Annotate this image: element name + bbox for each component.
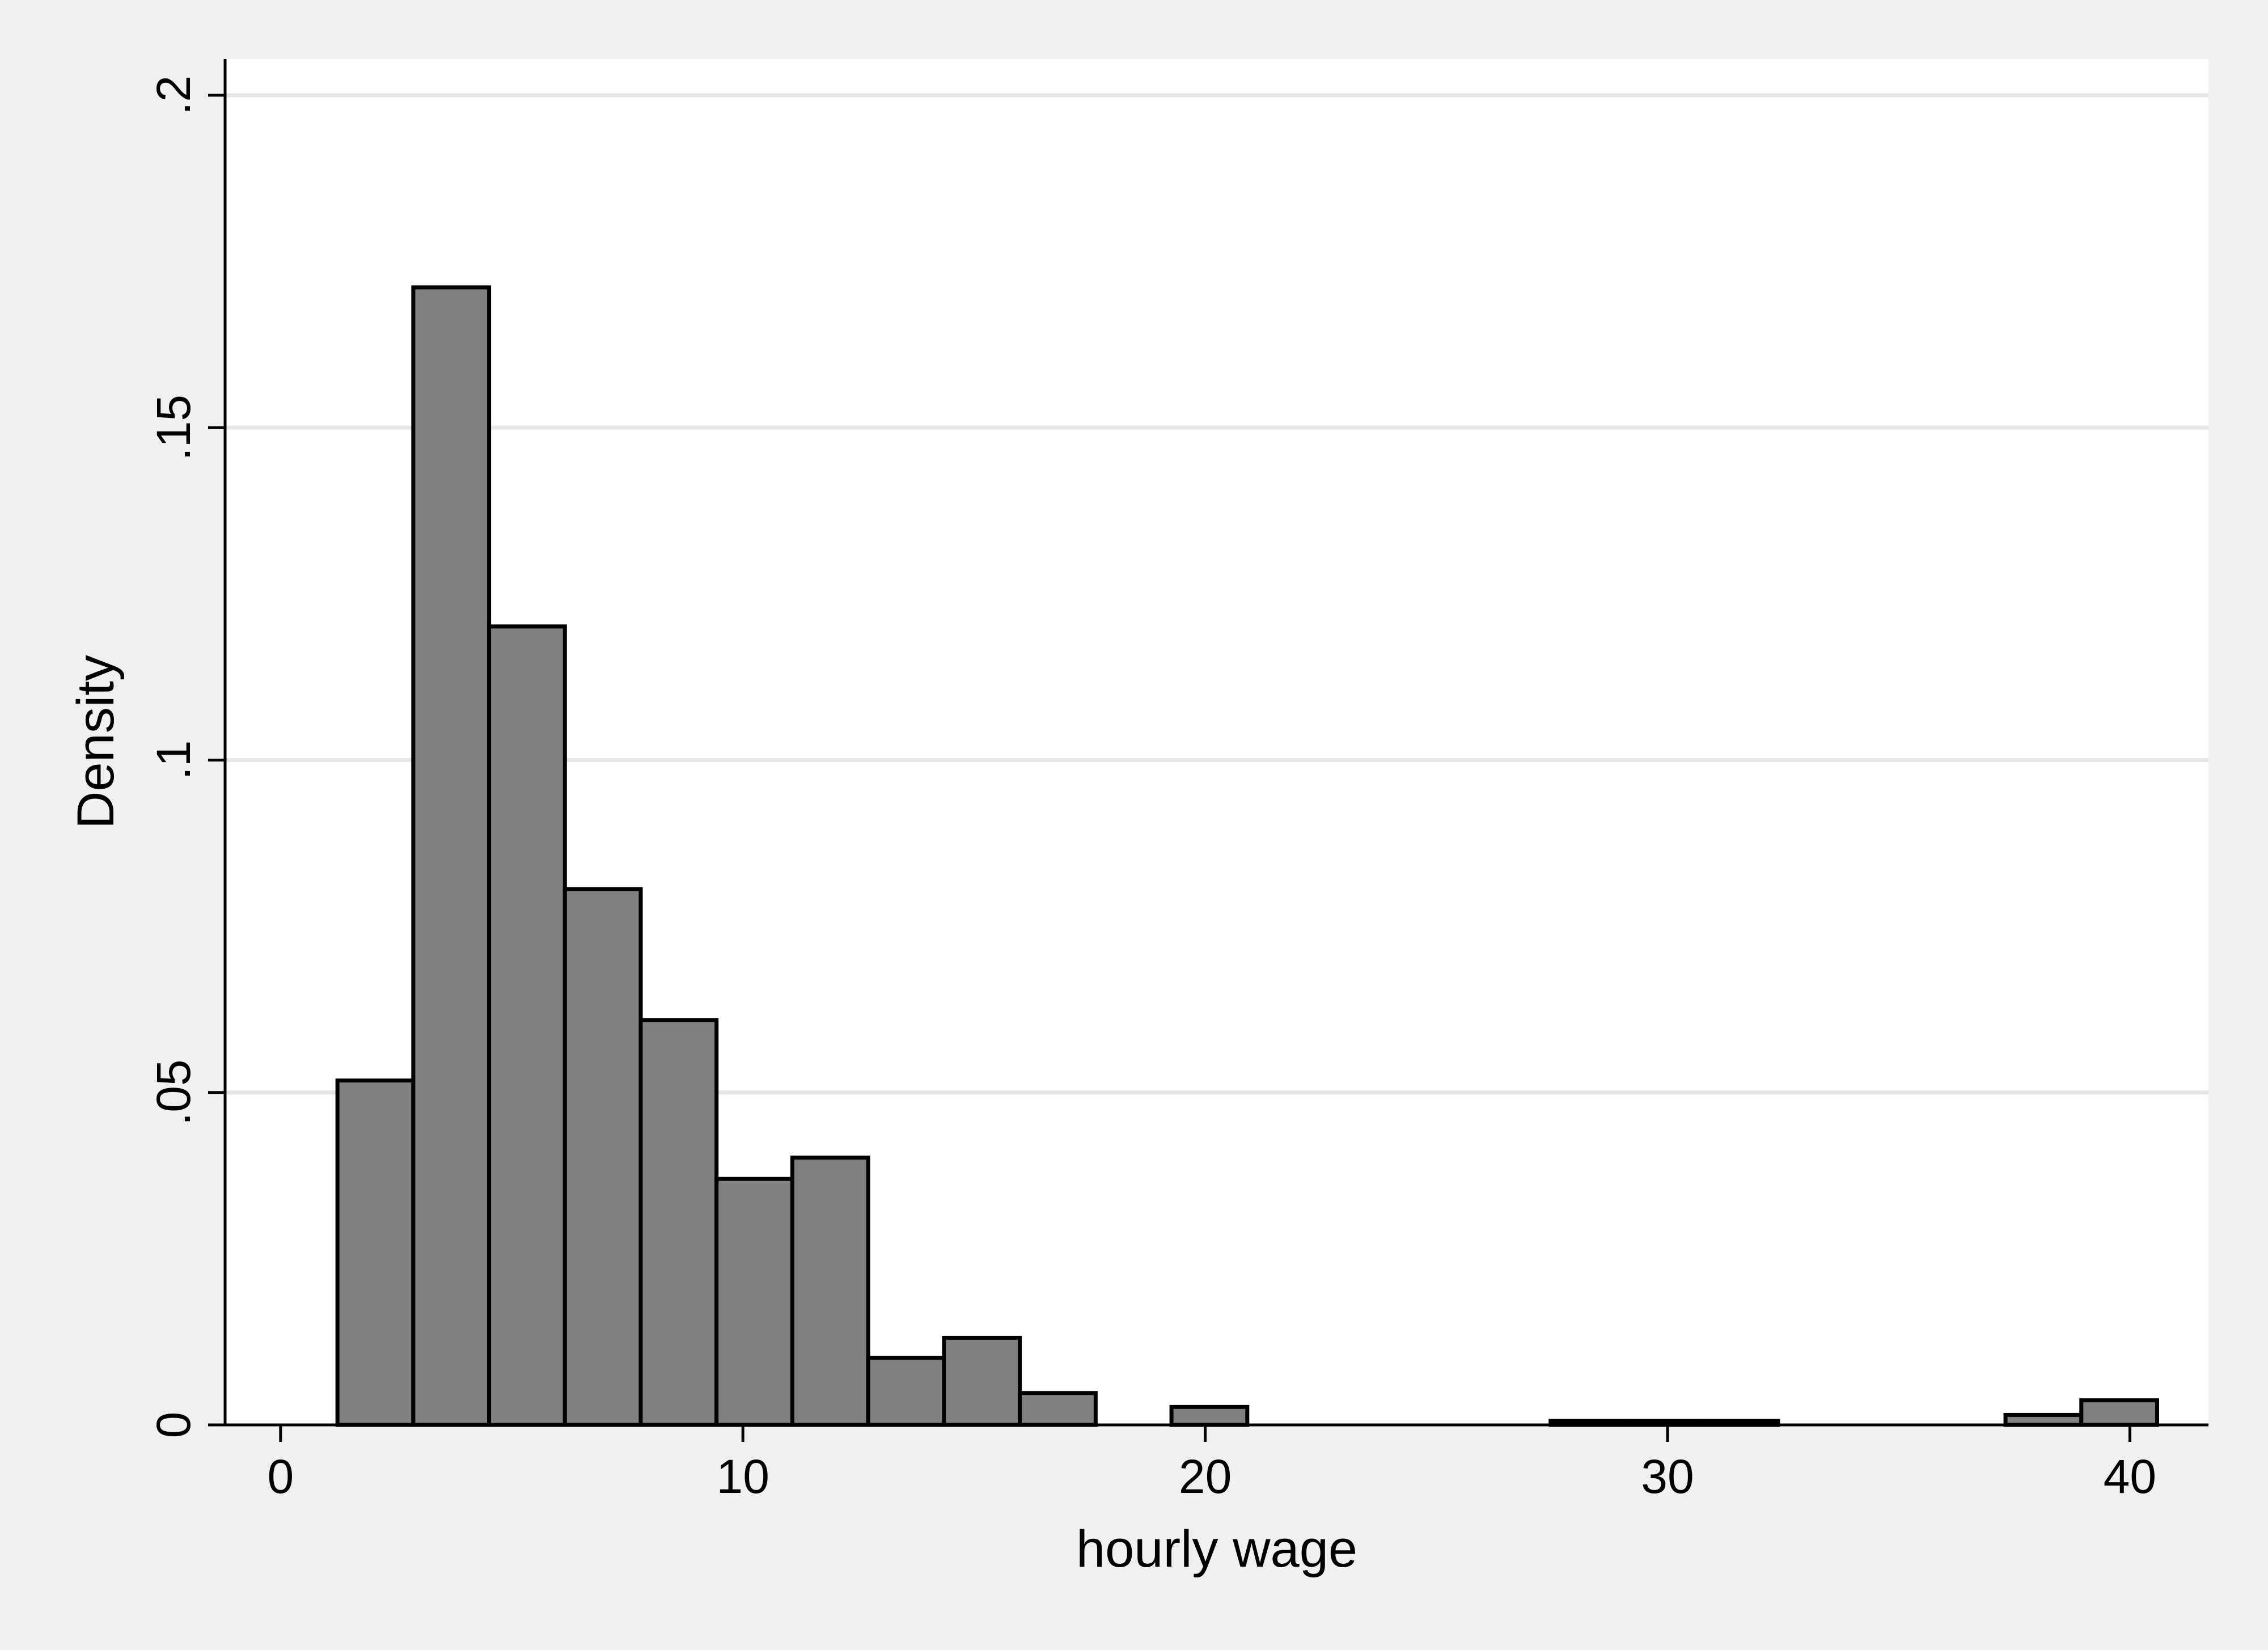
axes bbox=[208, 59, 2208, 1442]
histogram-bar-9 bbox=[1018, 1391, 1098, 1427]
histogram-bar-11 bbox=[1169, 1404, 1250, 1427]
x-tick-label-3: 30 bbox=[1641, 1450, 1694, 1503]
histogram-bar-4 bbox=[638, 1018, 719, 1427]
y-tick-label-1: .05 bbox=[147, 1059, 200, 1126]
y-axis-title: Density bbox=[67, 655, 125, 829]
histogram-bar-22 bbox=[2003, 1412, 2084, 1427]
histogram-bar-23 bbox=[2079, 1398, 2159, 1427]
bars bbox=[335, 285, 2159, 1427]
histogram-bar-3 bbox=[562, 887, 643, 1427]
y-tick-label-0: 0 bbox=[147, 1412, 200, 1439]
x-tick-label-1: 10 bbox=[717, 1450, 769, 1503]
x-axis-title: hourly wage bbox=[1076, 1520, 1357, 1578]
x-tick-label-4: 40 bbox=[2104, 1450, 2156, 1503]
histogram-bar-5 bbox=[714, 1177, 794, 1427]
histogram-bar-2 bbox=[487, 624, 567, 1427]
histogram-bar-1 bbox=[411, 285, 492, 1427]
y-tick-label-3: .15 bbox=[147, 395, 200, 461]
histogram-bar-0 bbox=[335, 1078, 416, 1427]
y-tick-label-4: .2 bbox=[147, 75, 200, 115]
x-tick-label-2: 20 bbox=[1179, 1450, 1232, 1503]
y-tick-label-2: .1 bbox=[147, 740, 200, 780]
histogram-bar-8 bbox=[942, 1335, 1022, 1427]
histogram-bar-6 bbox=[790, 1156, 870, 1427]
histogram-bar-7 bbox=[866, 1356, 946, 1427]
labels: 0 .05 .1 .15 .2 0 10 20 30 40 bbox=[147, 75, 2156, 1503]
x-tick-label-0: 0 bbox=[267, 1450, 294, 1503]
